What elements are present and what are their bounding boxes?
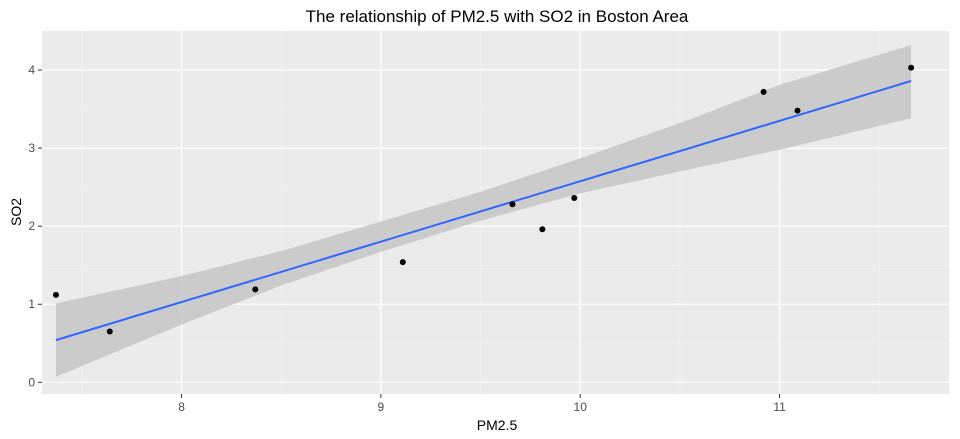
data-point bbox=[760, 88, 767, 95]
trend-line bbox=[55, 80, 912, 342]
data-points bbox=[52, 64, 915, 335]
y-tick-label: 0 bbox=[28, 375, 35, 389]
x-axis: 8 9 10 11 bbox=[178, 394, 786, 414]
x-tick-label: 11 bbox=[773, 400, 786, 414]
x-tick-label: 9 bbox=[378, 400, 385, 414]
data-point bbox=[908, 64, 915, 71]
x-tick-label: 10 bbox=[574, 400, 588, 414]
data-point bbox=[539, 226, 546, 233]
data-point bbox=[52, 291, 59, 298]
y-tick-label: 4 bbox=[28, 63, 35, 77]
data-point bbox=[571, 195, 578, 202]
grid-major bbox=[42, 31, 949, 394]
data-point bbox=[106, 328, 113, 335]
chart-title: The relationship of PM2.5 with SO2 in Bo… bbox=[306, 7, 689, 26]
data-point bbox=[399, 259, 406, 266]
y-tick-label: 1 bbox=[28, 297, 35, 311]
y-axis-label: SO2 bbox=[8, 198, 24, 226]
y-axis: 0 1 2 3 4 bbox=[28, 63, 42, 389]
y-tick-label: 3 bbox=[28, 141, 35, 155]
y-tick-label: 2 bbox=[28, 219, 35, 233]
data-point bbox=[794, 107, 801, 114]
x-tick-label: 8 bbox=[178, 400, 185, 414]
data-point bbox=[252, 286, 259, 293]
data-point bbox=[509, 201, 516, 208]
x-axis-label: PM2.5 bbox=[477, 417, 518, 433]
